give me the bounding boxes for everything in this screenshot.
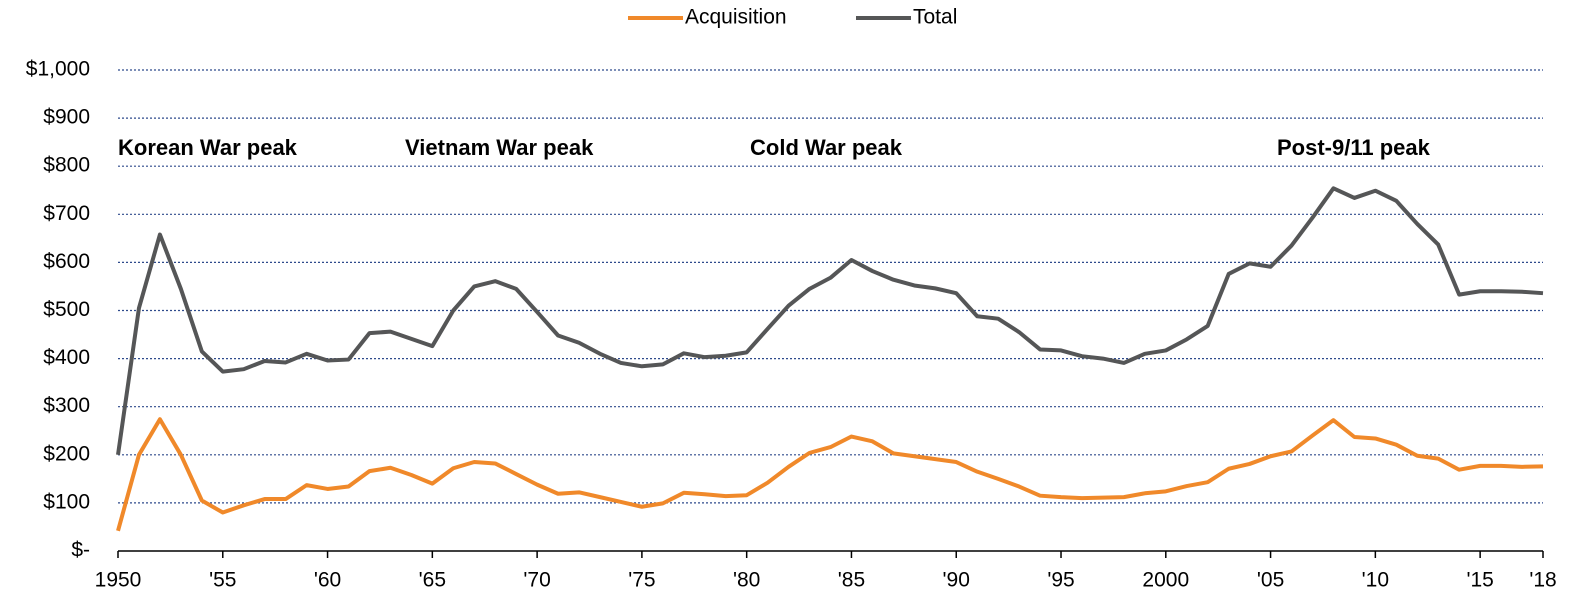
x-tick-label: '60 [314, 569, 341, 592]
legend-label: Total [913, 6, 957, 29]
legend-label: Acquisition [685, 6, 787, 29]
annotation: Cold War peak [750, 135, 903, 160]
y-tick-label: $800 [43, 154, 90, 177]
x-tick-label: '55 [209, 569, 236, 592]
y-tick-label: $1,000 [26, 58, 90, 81]
y-tick-label: $300 [43, 394, 90, 417]
x-tick-label: 1950 [95, 569, 142, 592]
x-tick-label: '10 [1362, 569, 1389, 592]
x-tick-label: '80 [733, 569, 760, 592]
y-tick-label: $100 [43, 490, 90, 513]
annotation: Vietnam War peak [405, 135, 594, 160]
x-tick-label: '70 [523, 569, 550, 592]
y-tick-label: $400 [43, 346, 90, 369]
y-tick-label: $600 [43, 250, 90, 273]
x-tick-label: 2000 [1142, 569, 1189, 592]
x-tick-label: '85 [838, 569, 865, 592]
x-tick-label: '15 [1466, 569, 1493, 592]
series-line [116, 417, 1544, 532]
annotation: Korean War peak [118, 135, 298, 160]
y-tick-label: $200 [43, 442, 90, 465]
y-tick-label: $- [71, 539, 90, 562]
x-tick-label: '05 [1257, 569, 1284, 592]
x-tick-label: '65 [419, 569, 446, 592]
x-tick-label: '18 [1529, 569, 1556, 592]
y-tick-label: $900 [43, 106, 90, 129]
x-tick-label: '75 [628, 569, 655, 592]
series-line [116, 186, 1544, 456]
x-tick-label: '95 [1047, 569, 1074, 592]
annotation: Post-9/11 peak [1277, 135, 1431, 160]
y-tick-label: $700 [43, 202, 90, 225]
y-tick-label: $500 [43, 298, 90, 321]
x-tick-label: '90 [943, 569, 970, 592]
